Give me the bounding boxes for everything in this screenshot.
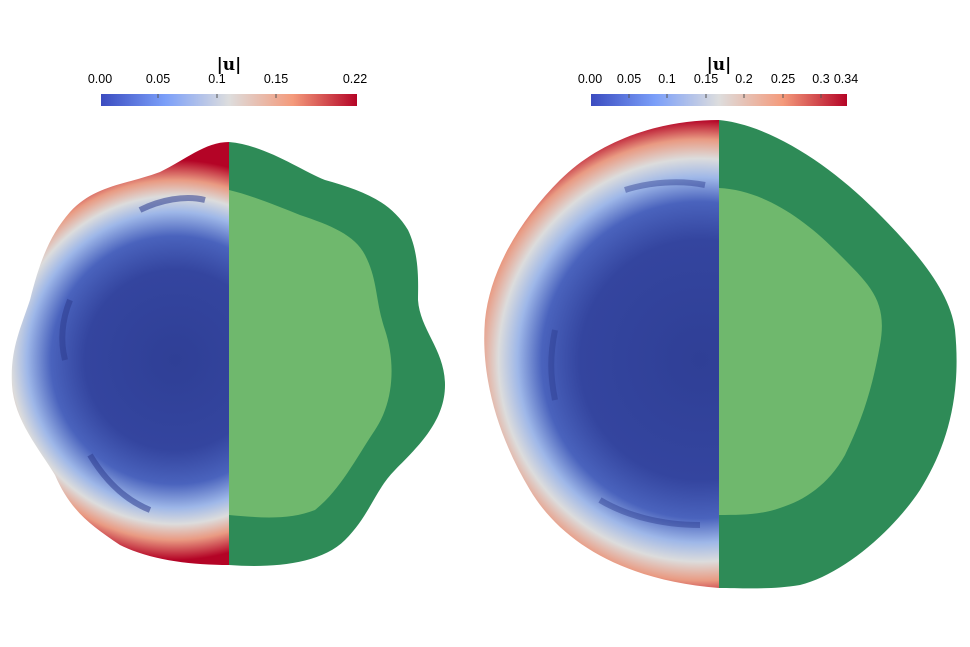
left-colorbar: |u| 0.00 0.05 0.1 0.15 0.22 bbox=[88, 55, 367, 106]
left-colorbar-bar bbox=[101, 94, 357, 106]
left-colorbar-tick-3: 0.15 bbox=[264, 72, 288, 86]
right-colorbar-title: |u| bbox=[707, 55, 732, 75]
right-colorbar-tick-2: 0.1 bbox=[658, 72, 675, 86]
left-velocity-field bbox=[11, 142, 229, 565]
right-colorbar-tick-7: 0.34 bbox=[834, 72, 858, 86]
right-colorbar-tick-5: 0.25 bbox=[771, 72, 795, 86]
right-colorbar-tick-1: 0.05 bbox=[617, 72, 641, 86]
left-panel: |u| 0.00 0.05 0.1 0.15 0.22 bbox=[11, 55, 445, 566]
left-domain-regions bbox=[229, 142, 445, 566]
right-domain-regions bbox=[719, 120, 957, 589]
right-inner-region bbox=[719, 188, 882, 515]
right-colorbar-tick-6: 0.3 bbox=[812, 72, 829, 86]
left-colorbar-tick-2: 0.1 bbox=[208, 72, 225, 86]
right-colorbar-tick-4: 0.2 bbox=[735, 72, 752, 86]
right-colorbar-tick-3: 0.15 bbox=[694, 72, 718, 86]
right-colorbar: |u| 0.00 0.05 0.1 0.15 0.2 0.25 0.3 0.34 bbox=[578, 55, 858, 106]
right-colorbar-tick-0: 0.00 bbox=[578, 72, 602, 86]
left-colorbar-tick-0: 0.00 bbox=[88, 72, 112, 86]
left-colorbar-tick-1: 0.05 bbox=[146, 72, 170, 86]
left-colorbar-title: |u| bbox=[217, 55, 242, 75]
left-inner-region bbox=[229, 190, 392, 518]
right-panel: |u| 0.00 0.05 0.1 0.15 0.2 0.25 0.3 0.34 bbox=[484, 55, 957, 589]
left-colorbar-tick-4: 0.22 bbox=[343, 72, 367, 86]
right-velocity-field bbox=[484, 120, 719, 588]
